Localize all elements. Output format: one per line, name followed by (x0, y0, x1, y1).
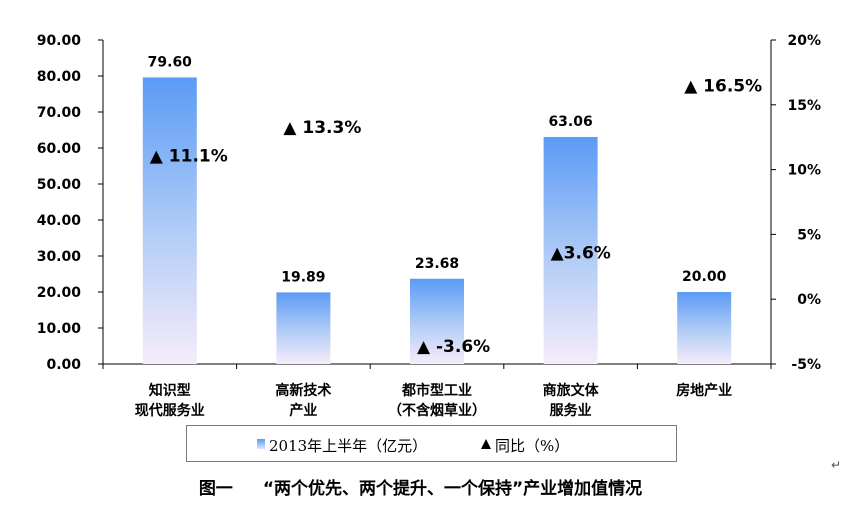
left-tick-label: 70.00 (37, 105, 82, 121)
category-label: 商旅文体 (543, 382, 600, 399)
left-tick-label: 80.00 (37, 69, 82, 85)
right-tick-label: 10% (787, 163, 821, 179)
left-tick-label: 0.00 (46, 357, 81, 373)
left-tick-label: 50.00 (37, 177, 82, 193)
marker-series: ▲ 11.1% ▲ 13.3% ▲ -3.6% ▲3.6% ▲ 16.5% (150, 76, 762, 356)
bar (276, 292, 331, 364)
left-tick-label: 60.00 (37, 141, 82, 157)
left-tick-label: 90.00 (37, 33, 82, 49)
right-tick-label: 0% (797, 292, 821, 308)
legend-marker-label: 同比（%） (495, 437, 570, 455)
legend: 2013年上半年（亿元） 同比（%） (186, 425, 677, 462)
figure-number: 图一 (198, 479, 233, 499)
right-tick-label: 20% (787, 33, 821, 49)
left-axis: 0.00 10.00 20.00 30.00 40.00 50.00 60.00 70.00 8… (37, 33, 772, 373)
category-label: 知识型 (149, 382, 191, 399)
left-tick-label: 40.00 (37, 213, 82, 229)
percent-marker-label: ▲ 16.5% (684, 76, 762, 96)
right-tick-label: 15% (787, 98, 821, 114)
left-tick-label: 20.00 (37, 285, 82, 301)
percent-marker-label: ▲ -3.6% (417, 337, 490, 357)
percent-marker-label: ▲ 11.1% (150, 146, 228, 166)
category-label: 产业 (289, 402, 317, 419)
bar-value-label: 19.89 (281, 269, 325, 285)
category-label: 都市型工业 (401, 382, 472, 399)
figure-title: “两个优先、两个提升、一个保持”产业增加值情况 (262, 479, 643, 499)
bar-value-label: 23.68 (415, 256, 459, 272)
right-axis: -5% 0% 5% 10% 15% 20% (770, 33, 821, 373)
percent-marker-label: ▲3.6% (551, 244, 611, 264)
bar (410, 278, 464, 364)
bar-value-label: 79.60 (148, 54, 193, 70)
legend-bar-label: 2013年上半年（亿元） (269, 437, 428, 455)
figure-caption: 图一 “两个优先、两个提升、一个保持”产业增加值情况 (0, 474, 841, 499)
legend-bar-swatch (257, 439, 265, 449)
bar-value-label: 20.00 (682, 269, 727, 285)
percent-marker-label: ▲ 13.3% (283, 118, 361, 138)
category-label: 高新技术 (275, 382, 331, 399)
category-label: （不含烟草业） (388, 402, 486, 419)
left-tick-label: 10.00 (37, 321, 82, 337)
category-label: 房地产业 (676, 382, 732, 399)
legend-triangle-icon (481, 439, 491, 449)
bar (543, 136, 598, 364)
right-tick-label: 5% (797, 227, 821, 243)
category-label: 服务业 (550, 402, 592, 419)
category-label: 现代服务业 (135, 402, 205, 419)
right-tick-label: -5% (791, 357, 821, 373)
bar-value-label: 63.06 (548, 114, 592, 130)
bar-series: 79.60 19.89 23.68 63.06 20.00 (142, 54, 732, 364)
bar (677, 292, 732, 364)
paragraph-mark-icon: ↵ (831, 458, 841, 472)
bar (142, 77, 197, 364)
left-tick-label: 30.00 (37, 249, 82, 265)
